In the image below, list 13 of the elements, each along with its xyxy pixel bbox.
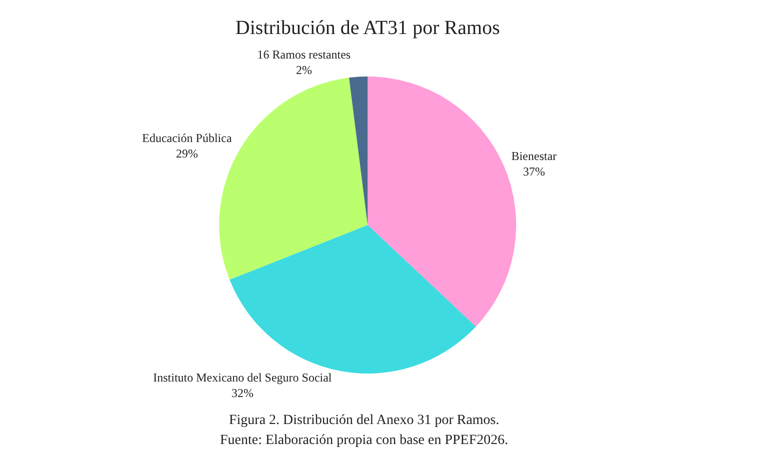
slice-label: Bienestar [511, 148, 557, 163]
data-label: 2% [296, 62, 312, 77]
chart-title: Distribución de AT31 por Ramos [235, 17, 500, 39]
text: Figura 2. Distribución del Anexo 31 por Ramos. [229, 413, 500, 428]
data-label: 32% [231, 386, 254, 400]
data-label: 29% [176, 146, 198, 160]
pie-slice [230, 225, 476, 374]
slice-label: Educación Pública [142, 130, 232, 145]
pie-slice [349, 76, 368, 225]
source-note: Fuente: Elaboración propia con base en PPEF2026. [220, 433, 508, 448]
slice-label: Instituto Mexicano del Seguro Social [153, 370, 332, 384]
data-label: 37% [523, 164, 545, 178]
slice-label: 16 Ramos restantes [257, 47, 351, 62]
